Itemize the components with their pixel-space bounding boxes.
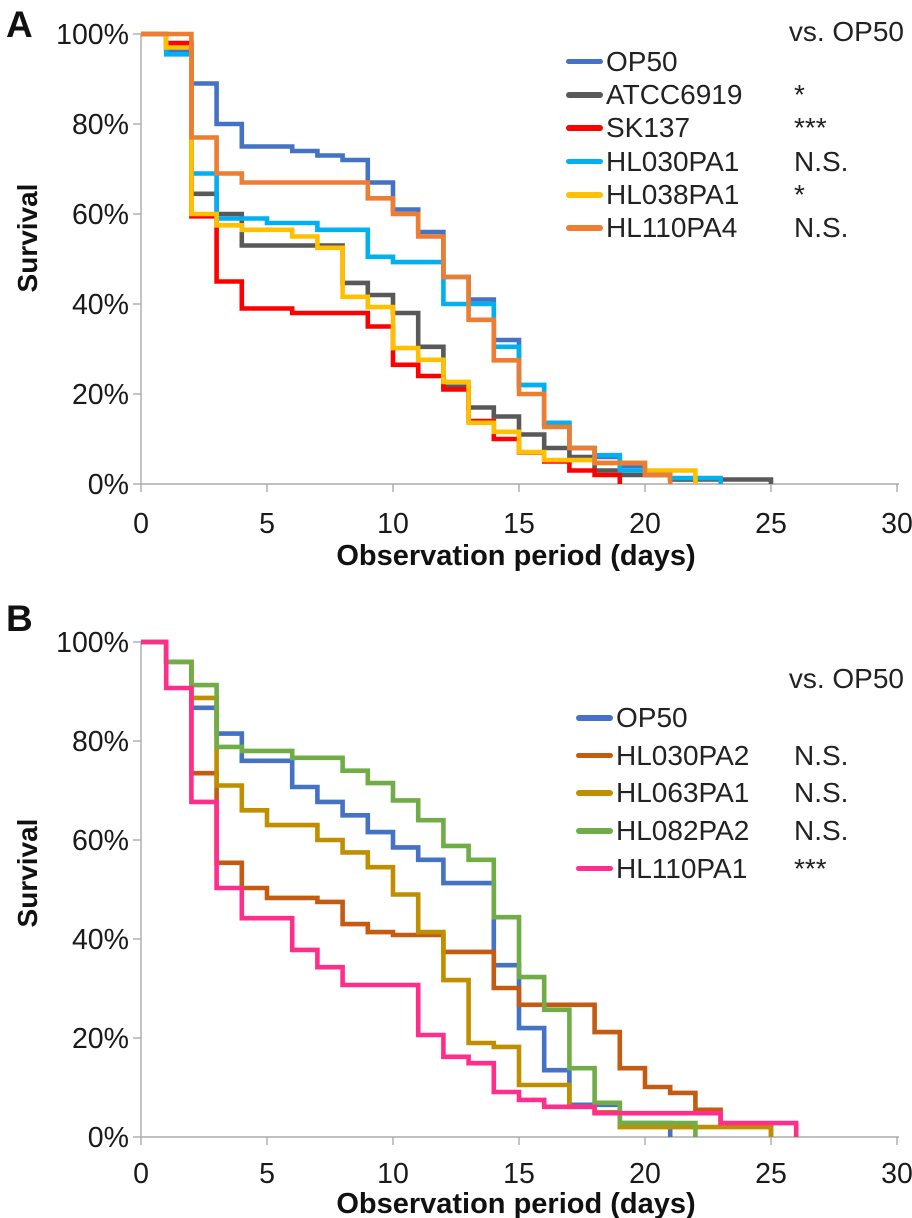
legend-series-name: OP50 [616, 701, 688, 733]
legend-line-swatch [576, 790, 613, 797]
legend-B: OP50 HL030PA2 N.S. HL063PA1 N.S. HL082PA2 N.S.… [576, 699, 848, 888]
y-tick-label: 100% [56, 19, 129, 51]
x-tick-label: 10 [377, 1158, 409, 1190]
y-tick-label: 20% [72, 1023, 129, 1055]
legend-series-name: HL063PA1 [616, 777, 750, 809]
y-tick-label: 0% [88, 1122, 129, 1154]
significance-label: * [794, 178, 805, 210]
significance-label: N.S. [794, 739, 849, 771]
legend-series-name: ATCC6919 [606, 78, 743, 110]
y-tick-label: 20% [72, 379, 129, 411]
x-tick-label: 15 [503, 508, 535, 540]
legend-line-swatch [566, 192, 603, 198]
legend-line-swatch [576, 865, 613, 872]
legend-item-HL082PA2: HL082PA2 N.S. [576, 812, 848, 850]
legend-item-OP50: OP50 [576, 699, 749, 737]
x-tick-label: 30 [881, 1158, 912, 1190]
series-HL110PA1-B [141, 639, 799, 1137]
y-tick-label: 100% [56, 627, 129, 659]
y-tick-label: 40% [72, 924, 129, 956]
significance-label: * [794, 78, 805, 110]
x-tick-label: 0 [133, 508, 149, 540]
panel-a-x-axis-title: Observation period (days) [336, 540, 696, 572]
y-tick-label: 40% [72, 289, 129, 321]
y-tick-label: 80% [72, 109, 129, 141]
panel-B-plot: 0% 20% 40% 60% 80% 100% 0 5 10 15 20 25 30 [56, 627, 912, 1190]
x-tick-label: 25 [755, 508, 787, 540]
legend-item-HL063PA1: HL063PA1 N.S. [576, 774, 848, 812]
legend-line-swatch [576, 715, 613, 721]
legend-item-OP50: OP50 [566, 45, 742, 78]
series-HL082PA2-B [141, 639, 698, 1137]
legend-item-HL110PA1: HL110PA1 *** [576, 850, 827, 888]
panel-A-plot: 0% 20% 40% 60% 80% 100% 0 5 10 15 20 25 30 [56, 19, 912, 540]
legend-series-name: HL110PA4 [606, 212, 738, 244]
legend-line-swatch [576, 752, 613, 759]
y-tick-label: 60% [72, 199, 129, 231]
legend-series-name: SK137 [606, 112, 691, 144]
legend-series-name: HL110PA1 [616, 852, 748, 884]
significance-label: N.S. [794, 145, 849, 177]
legend-line-swatch [566, 92, 603, 98]
legend-A: OP50 ATCC6919 * SK137 *** HL030PA1 N.S. HL038PA… [566, 45, 848, 245]
legend-line-swatch [566, 225, 603, 231]
panel-b-label: B [6, 598, 33, 639]
significance-label: *** [794, 852, 827, 884]
legend-line-swatch [566, 58, 603, 65]
legend-series-name: HL082PA2 [616, 814, 750, 846]
y-tick-label: 60% [72, 825, 129, 857]
legend-item-SK137: SK137 *** [566, 112, 827, 145]
legend-item-HL110PA4: HL110PA4 N.S. [566, 211, 848, 244]
legend-item-HL030PA1: HL030PA1 N.S. [566, 145, 848, 178]
series-HL110PA4-A [141, 31, 673, 484]
y-tick-label: 0% [88, 469, 129, 501]
legend-line-swatch [576, 828, 613, 834]
x-tick-label: 20 [629, 508, 661, 540]
x-tick-label: 0 [133, 1158, 149, 1190]
panel-b-y-axis-title: Survival [12, 818, 43, 928]
legend-item-ATCC6919: ATCC6919 * [566, 78, 805, 111]
series-HL030PA1-A [141, 31, 723, 484]
x-tick-label: 25 [755, 1158, 787, 1190]
x-tick-label: 5 [259, 508, 275, 540]
significance-label: N.S. [794, 814, 849, 846]
significance-label: *** [794, 112, 827, 144]
x-tick-label: 30 [881, 508, 912, 540]
legend-item-HL038PA1: HL038PA1 * [566, 178, 805, 211]
legend-line-swatch [566, 158, 603, 165]
panel-a-label: A [6, 4, 33, 45]
x-tick-label: 5 [259, 1158, 275, 1190]
series-HL038PA1-A [141, 31, 698, 484]
legend-line-swatch [566, 125, 603, 132]
panel-b-legend-header: vs. OP50 [788, 663, 904, 694]
significance-label: N.S. [794, 212, 849, 244]
panel-a-legend-header: vs. OP50 [788, 16, 904, 47]
legend-series-name: HL030PA2 [616, 739, 750, 771]
legend-series-name: HL030PA1 [606, 145, 740, 177]
x-tick-label: 10 [377, 508, 409, 540]
panel-b-x-axis-title: Observation period (days) [336, 1188, 696, 1218]
panel-a-y-axis-title: Survival [12, 183, 43, 293]
legend-series-name: HL038PA1 [606, 178, 740, 210]
legend-item-HL030PA2: HL030PA2 N.S. [576, 737, 848, 775]
x-tick-label: 20 [629, 1158, 661, 1190]
x-tick-label: 15 [503, 1158, 535, 1190]
legend-series-name: OP50 [606, 45, 678, 77]
significance-label: N.S. [794, 777, 849, 809]
y-tick-label: 80% [72, 726, 129, 758]
